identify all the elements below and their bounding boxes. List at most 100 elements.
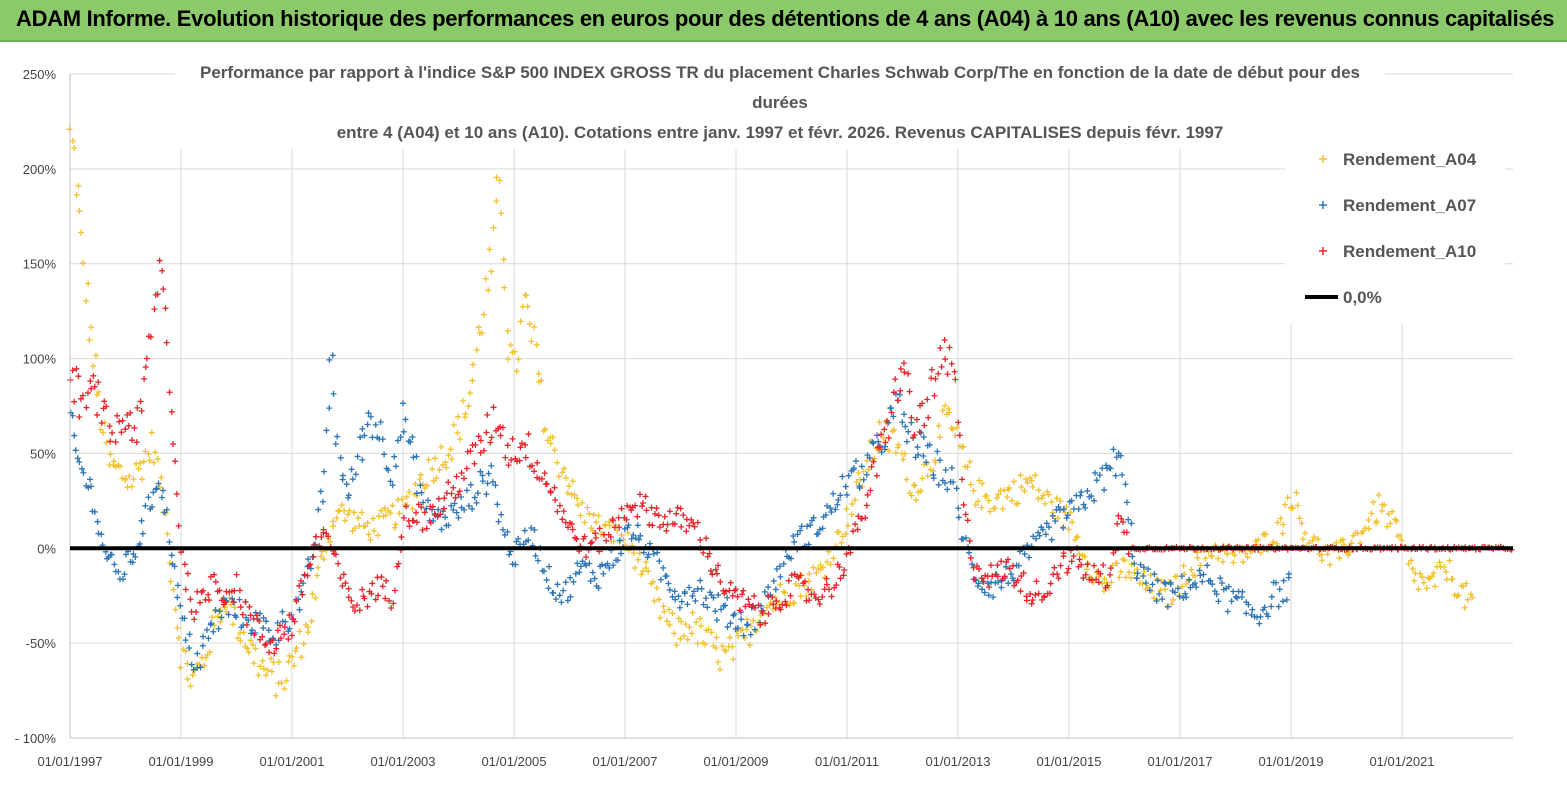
point-marker <box>205 591 212 598</box>
point-marker <box>677 505 684 512</box>
chart-title-bg <box>175 58 1385 146</box>
point-marker <box>170 586 177 593</box>
point-marker <box>345 594 352 601</box>
point-marker <box>1408 557 1415 564</box>
point-marker <box>854 526 861 533</box>
point-marker <box>934 448 941 455</box>
point-marker <box>1275 603 1282 610</box>
point-marker <box>815 596 822 603</box>
point-marker <box>352 471 359 478</box>
point-marker <box>635 556 642 563</box>
point-marker <box>868 463 875 470</box>
point-marker <box>467 481 474 488</box>
x-tick-label: 01/01/2013 <box>925 754 990 769</box>
point-marker <box>182 586 189 593</box>
point-marker <box>693 619 700 626</box>
point-marker <box>75 373 82 380</box>
point-marker <box>552 596 559 603</box>
point-marker <box>141 375 148 382</box>
point-marker <box>935 422 942 429</box>
point-marker <box>338 502 345 509</box>
point-marker <box>1032 591 1039 598</box>
point-marker <box>1064 569 1071 576</box>
point-marker <box>1022 476 1029 483</box>
point-marker <box>873 472 880 479</box>
point-marker <box>277 635 284 642</box>
point-marker <box>661 608 668 615</box>
point-marker <box>166 539 173 546</box>
point-marker <box>334 433 341 440</box>
point-marker <box>1006 484 1013 491</box>
point-marker <box>1279 530 1286 537</box>
y-tick-label: 200% <box>23 162 57 177</box>
point-marker <box>342 580 349 587</box>
point-marker <box>559 469 566 476</box>
point-marker <box>860 476 867 483</box>
point-marker <box>901 450 908 457</box>
point-marker <box>201 662 208 669</box>
point-marker <box>116 418 123 425</box>
point-marker <box>150 489 157 496</box>
point-marker <box>621 525 628 532</box>
point-marker <box>1060 506 1067 513</box>
y-tick-label: 0% <box>37 541 56 556</box>
point-marker <box>513 368 520 375</box>
point-marker <box>1047 580 1054 587</box>
point-marker <box>252 609 259 616</box>
point-marker <box>243 621 250 628</box>
point-marker <box>694 519 701 526</box>
point-marker <box>188 661 195 668</box>
point-marker <box>480 447 487 454</box>
point-marker <box>485 470 492 477</box>
point-marker <box>852 521 859 528</box>
point-marker <box>94 518 101 525</box>
point-marker <box>359 425 366 432</box>
point-marker <box>919 400 926 407</box>
point-marker <box>656 596 663 603</box>
point-marker <box>1146 587 1153 594</box>
point-marker <box>90 363 97 370</box>
point-marker <box>913 416 920 423</box>
point-marker <box>835 496 842 503</box>
point-marker <box>1365 517 1372 524</box>
point-marker <box>451 500 458 507</box>
point-marker <box>244 645 251 652</box>
point-marker <box>747 622 754 629</box>
point-marker <box>744 621 751 628</box>
point-marker <box>875 438 882 445</box>
point-marker <box>769 594 776 601</box>
point-marker <box>515 535 522 542</box>
point-marker <box>648 504 655 511</box>
point-marker <box>516 457 523 464</box>
point-marker <box>174 594 181 601</box>
point-marker <box>333 515 340 522</box>
point-marker <box>123 551 130 558</box>
point-marker <box>990 594 997 601</box>
point-marker <box>928 366 935 373</box>
point-marker <box>948 360 955 367</box>
point-marker <box>148 429 155 436</box>
point-marker <box>824 558 831 565</box>
point-marker <box>469 505 476 512</box>
point-marker <box>382 595 389 602</box>
point-marker <box>1460 583 1467 590</box>
point-marker <box>496 177 503 184</box>
point-marker <box>575 502 582 509</box>
point-marker <box>158 494 165 501</box>
chart-svg: Performance par rapport à l'indice S&P 5… <box>15 58 1515 769</box>
point-marker <box>122 477 129 484</box>
point-marker <box>1121 557 1128 564</box>
point-marker <box>344 511 351 518</box>
point-marker <box>903 438 910 445</box>
point-marker <box>995 491 1002 498</box>
point-marker <box>546 563 553 570</box>
point-marker <box>269 637 276 644</box>
point-marker <box>522 441 529 448</box>
point-marker <box>615 514 622 521</box>
point-marker <box>445 479 452 486</box>
point-marker <box>960 443 967 450</box>
point-marker <box>103 403 110 410</box>
point-marker <box>882 439 889 446</box>
point-marker <box>348 466 355 473</box>
point-marker <box>718 606 725 613</box>
